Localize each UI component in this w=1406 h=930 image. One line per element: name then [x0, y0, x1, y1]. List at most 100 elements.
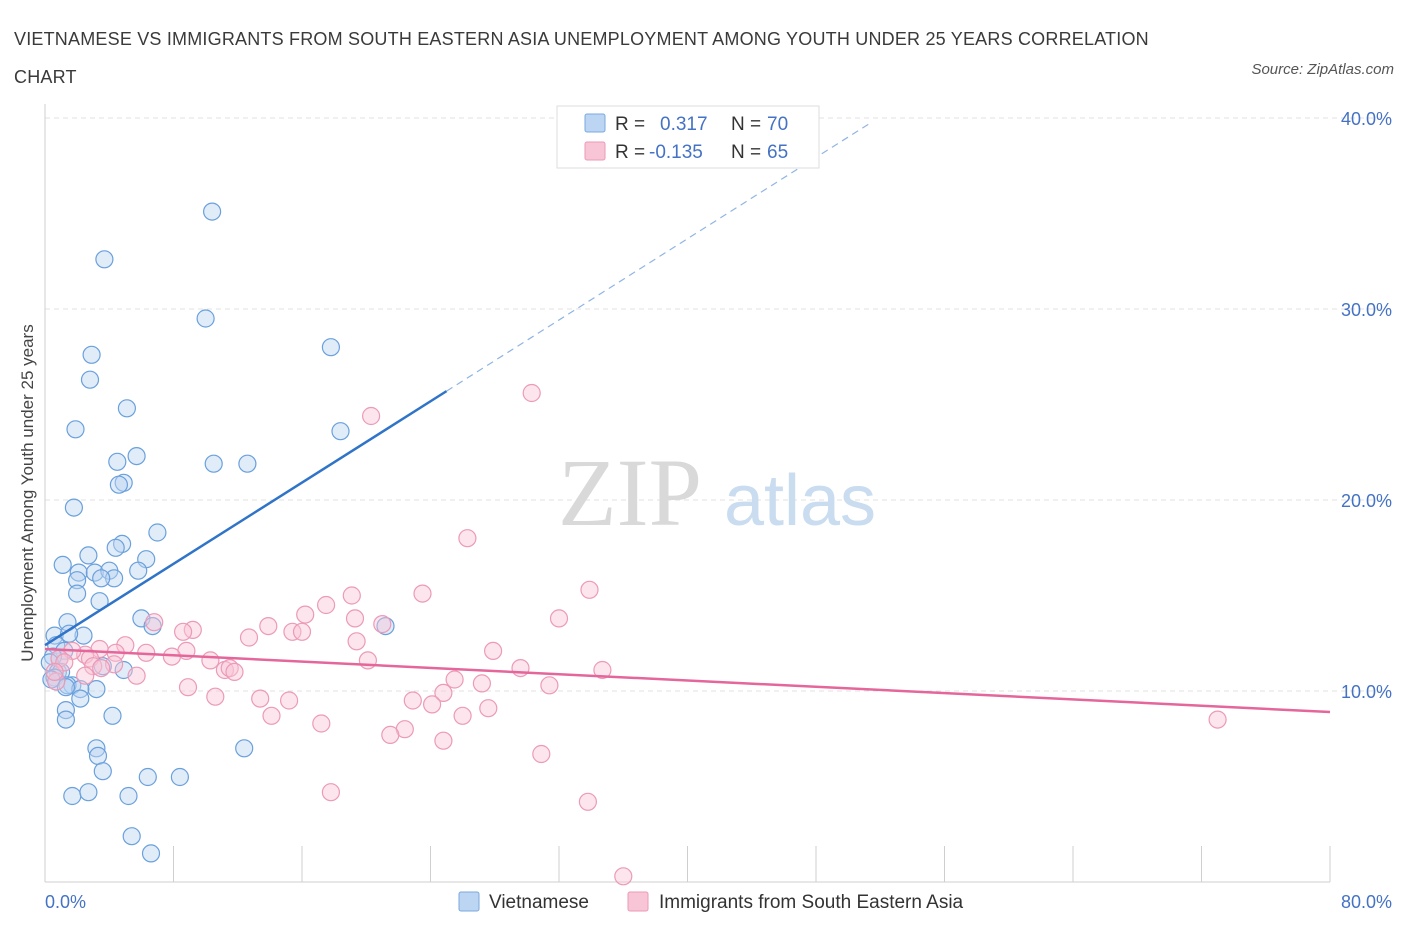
immigrants-point: [225, 662, 244, 682]
watermark-zip: ZIP: [558, 439, 702, 546]
immigrants-point: [445, 670, 464, 689]
immigrants-point: [1208, 710, 1227, 729]
vietnamese-point: [103, 706, 122, 725]
vietnamese-point: [67, 571, 87, 590]
vietnamese-point: [109, 475, 129, 494]
vietnamese-point: [56, 700, 76, 720]
vietnamese-point: [69, 563, 88, 582]
immigrants-point: [55, 653, 74, 672]
x-tick-labels: 0.0% 80.0%: [45, 892, 1392, 912]
immigrants-point: [413, 584, 432, 603]
vietnamese-point: [93, 762, 112, 781]
immigrants-point: [403, 691, 422, 710]
watermark: ZIP atlas: [558, 439, 876, 546]
stats-swatch-vietnamese: [584, 113, 606, 133]
immigrants-point: [472, 674, 491, 693]
vietnamese-point: [108, 452, 127, 471]
y-tick-label: 40.0%: [1341, 109, 1392, 129]
vietnamese-point: [64, 498, 84, 517]
grid: [45, 117, 1392, 692]
legend-label-immigrants: Immigrants from South Eastern Asia: [659, 892, 964, 913]
immigrants-point: [549, 609, 569, 628]
immigrants-point: [321, 783, 340, 802]
immigrants-point: [540, 676, 559, 695]
vietnamese-point: [95, 250, 114, 269]
vietnamese-point: [56, 678, 76, 697]
vietnamese-point: [321, 338, 340, 357]
immigrants-point: [345, 609, 365, 628]
immigrants-point: [434, 683, 453, 703]
immigrants-point: [178, 678, 198, 697]
immigrants-point: [593, 660, 612, 680]
immigrants-point: [522, 383, 541, 403]
y-tick-label: 30.0%: [1341, 300, 1392, 320]
immigrants-point: [453, 706, 472, 725]
vietnamese-point: [117, 399, 137, 418]
immigrants-point: [45, 662, 64, 682]
immigrants-point: [578, 792, 598, 811]
vietnamese-point: [53, 555, 72, 575]
vietnamese-point: [376, 616, 395, 636]
immigrants-point: [127, 666, 146, 685]
stats-r-vietnamese: 0.317: [660, 114, 708, 135]
vietnamese-point: [67, 584, 87, 603]
immigrants-point: [317, 595, 336, 615]
immigrants-point: [296, 605, 315, 624]
immigrants-point: [458, 529, 477, 548]
legend-label-vietnamese: Vietnamese: [489, 892, 589, 913]
immigrants-points: [45, 383, 1227, 886]
vietnamese-point: [127, 447, 146, 466]
vietnamese-point: [119, 786, 138, 806]
legend-swatch-vietnamese: [458, 891, 480, 912]
vietnamese-point: [106, 538, 125, 557]
immigrants-point: [381, 725, 400, 745]
immigrants-point: [362, 406, 381, 426]
stats-n-vietnamese: 70: [767, 114, 788, 135]
vietnamese-point: [122, 827, 141, 846]
vietnamese-point: [71, 689, 90, 708]
vietnamese-point: [331, 422, 350, 441]
vietnamese-point: [59, 624, 79, 643]
immigrants-point: [373, 614, 392, 634]
immigrants-point: [145, 613, 164, 632]
vietnamese-point: [82, 345, 101, 364]
immigrants-point: [262, 706, 281, 725]
vietnamese-point: [71, 679, 90, 699]
vietnamese-point: [196, 309, 215, 328]
vietnamese-point: [204, 454, 223, 473]
vietnamese-point: [148, 523, 167, 542]
immigrants-point: [251, 689, 270, 708]
immigrants-point: [239, 628, 259, 647]
immigrants-point: [614, 867, 633, 886]
vietnamese-point: [87, 679, 106, 699]
source-note: Source: ZipAtlas.com: [1251, 61, 1394, 78]
immigrants-point: [280, 691, 299, 710]
vietnamese-points: [40, 202, 395, 863]
stats-n-label-vietnamese: N =: [731, 114, 761, 135]
vietnamese-point: [170, 767, 189, 787]
vietnamese-point: [79, 783, 98, 802]
immigrants-point: [580, 580, 599, 599]
immigrants-point: [92, 658, 111, 678]
stats-legend: R = 0.317 N = 70 R = -0.135 N = 65: [556, 105, 820, 169]
chart-title: VIETNAMESE VS IMMIGRANTS FROM SOUTH EAST…: [14, 29, 1149, 87]
vietnamese-point: [88, 746, 108, 766]
vietnamese-point: [129, 561, 148, 580]
vietnamese-point: [79, 546, 98, 565]
axes: [44, 104, 1331, 883]
legend-swatch-immigrants: [627, 891, 649, 912]
immigrants-point: [174, 622, 193, 641]
x-tick-label: 0.0%: [45, 892, 86, 912]
vietnamese-point: [141, 844, 161, 863]
x-tick-label: 80.0%: [1341, 892, 1392, 912]
immigrants-point: [511, 658, 530, 678]
y-tick-label: 20.0%: [1341, 491, 1392, 511]
immigrants-point: [283, 622, 302, 641]
immigrants-point: [76, 666, 95, 685]
immigrants-trend-line: [44, 647, 1331, 714]
immigrants-point: [484, 641, 503, 661]
stats-n-immigrants: 65: [767, 142, 788, 163]
stats-r-label-vietnamese: R =: [615, 114, 645, 135]
trend-lines: [44, 121, 1331, 714]
